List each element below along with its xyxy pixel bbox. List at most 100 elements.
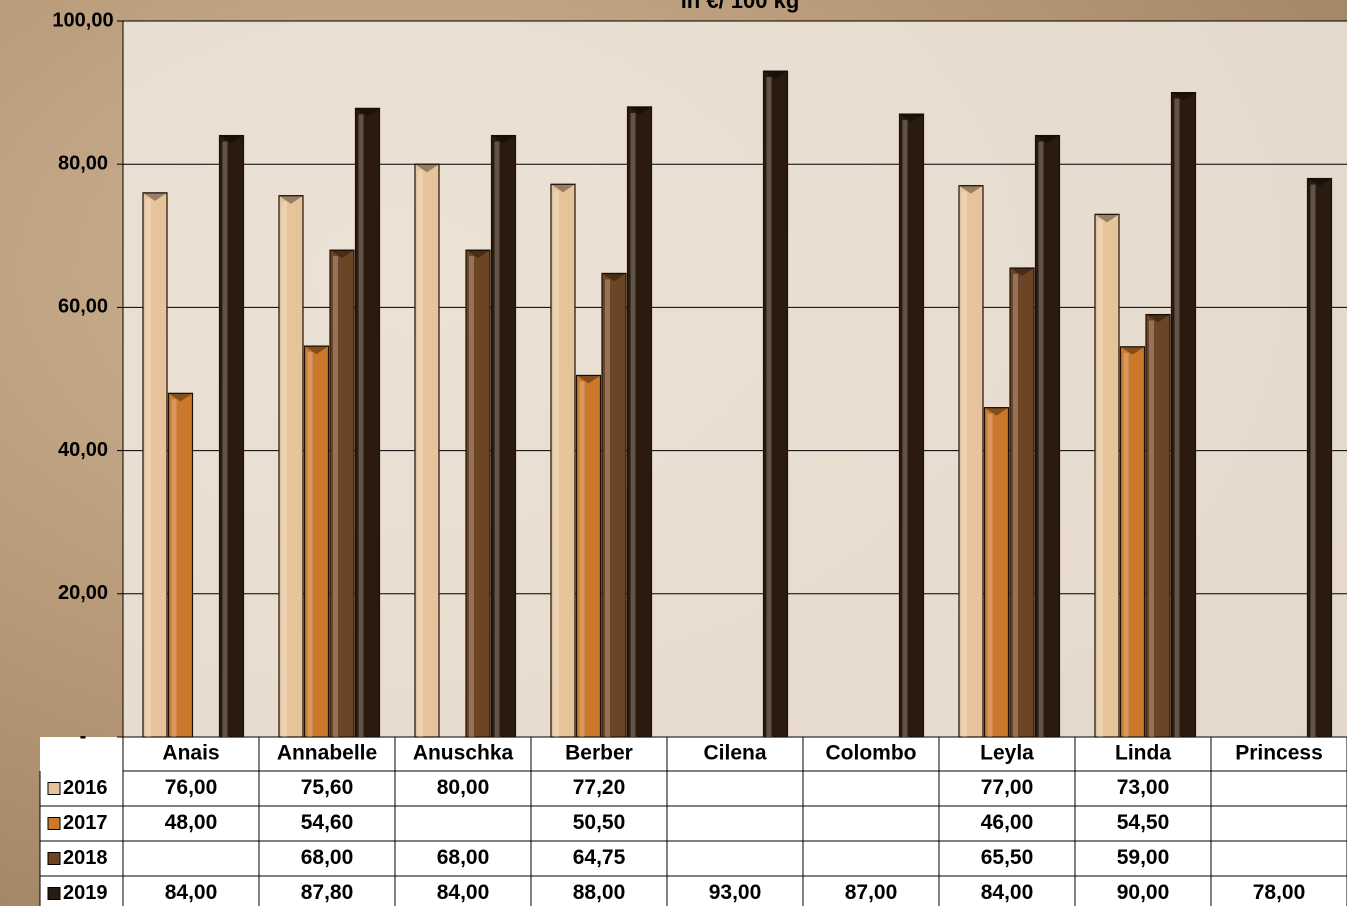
bar-cap — [1120, 346, 1145, 355]
bar — [414, 163, 440, 738]
bar-cap — [602, 273, 626, 282]
bar-body — [1094, 213, 1120, 738]
bar-body — [575, 374, 602, 738]
bar-body — [983, 407, 1010, 738]
bar — [983, 407, 1010, 738]
bar-body — [490, 134, 517, 738]
bar-cap — [219, 135, 244, 144]
x-tick-label: Anuschka — [413, 742, 514, 765]
bar-highlight — [766, 77, 772, 738]
bar-highlight — [987, 413, 993, 737]
bar — [575, 374, 602, 738]
bar-body — [414, 163, 440, 738]
x-tick-label: Annabelle — [277, 742, 377, 765]
bar — [1306, 177, 1333, 738]
table-value: 84,00 — [981, 881, 1034, 904]
bar-highlight — [418, 170, 423, 737]
table-value: 87,80 — [301, 881, 354, 904]
bar-body — [601, 272, 627, 738]
bar — [329, 249, 355, 738]
bar — [626, 106, 653, 738]
table-value: 73,00 — [1117, 776, 1170, 799]
x-tick-label: Cilena — [703, 742, 766, 765]
bar-highlight — [222, 141, 228, 737]
table-value: 84,00 — [437, 881, 490, 904]
bar-cap — [355, 108, 380, 117]
legend-swatch — [47, 852, 61, 865]
bar — [762, 70, 789, 738]
bar-body — [167, 392, 194, 738]
bar-cap — [279, 195, 303, 204]
bar-highlight — [333, 256, 338, 737]
bar — [1170, 91, 1197, 738]
bar-highlight — [1013, 274, 1018, 737]
bar — [1145, 313, 1171, 738]
bar-body — [354, 107, 381, 738]
bar-cap — [304, 346, 329, 355]
bar-highlight — [1174, 98, 1180, 738]
y-tick-label: 20,00 — [58, 582, 108, 604]
bar-body — [278, 195, 304, 738]
bar-body — [1170, 91, 1197, 738]
bar-cap — [143, 192, 167, 201]
legend-label: 2017 — [63, 812, 108, 834]
table-value: 54,50 — [1117, 811, 1170, 834]
table-value: 77,20 — [573, 776, 626, 799]
bar — [550, 183, 576, 738]
y-tick-label: 40,00 — [58, 439, 108, 461]
bar-highlight — [1038, 141, 1044, 737]
bar-highlight — [307, 352, 313, 737]
table-value: 68,00 — [437, 846, 490, 869]
bar-cap — [576, 375, 601, 384]
bar-body — [329, 249, 355, 738]
x-tick-label: Anais — [162, 742, 219, 765]
bar — [490, 134, 517, 738]
bar-highlight — [469, 256, 474, 737]
bar-highlight — [358, 114, 364, 738]
table-value: 64,75 — [573, 846, 626, 869]
x-tick-label: Colombo — [826, 742, 917, 765]
legend-swatch — [47, 782, 61, 795]
y-tick-label: - — [80, 725, 87, 747]
table-value: 87,00 — [845, 881, 898, 904]
bar — [958, 185, 984, 738]
bar-cap — [1146, 314, 1170, 323]
bar-cap — [627, 106, 652, 115]
x-tick-label: Leyla — [980, 742, 1034, 765]
table-value: 75,60 — [301, 776, 354, 799]
bar-cap — [899, 114, 924, 123]
legend-swatch — [47, 887, 61, 900]
bar-cap — [1307, 178, 1332, 187]
bar-cap — [415, 164, 439, 173]
table-value: 76,00 — [165, 776, 218, 799]
table-value: 93,00 — [709, 881, 762, 904]
y-tick-label: 100,00 — [52, 9, 113, 31]
bar-body — [1306, 177, 1333, 738]
bar-body — [898, 113, 925, 738]
bar-cap — [1095, 214, 1119, 223]
table-value: 90,00 — [1117, 881, 1170, 904]
bar-cap — [491, 135, 516, 144]
table-value: 59,00 — [1117, 846, 1170, 869]
bar-highlight — [1123, 352, 1129, 737]
bar-body — [465, 249, 491, 738]
bar — [167, 392, 194, 738]
bar-highlight — [146, 198, 151, 738]
bar — [142, 192, 168, 738]
bar-body — [218, 134, 245, 738]
x-tick-label: Berber — [565, 742, 633, 765]
bar-cap — [1035, 135, 1060, 144]
bar-cap — [466, 250, 490, 259]
bar-highlight — [1310, 184, 1316, 737]
table-value: 50,50 — [573, 811, 626, 834]
bar-cap — [763, 71, 788, 80]
legend-swatch — [47, 817, 61, 830]
bar — [218, 134, 245, 738]
bar-cap — [330, 250, 354, 259]
table-value: 54,60 — [301, 811, 354, 834]
table-value: 80,00 — [437, 776, 490, 799]
bar-highlight — [171, 399, 177, 737]
bar-highlight — [494, 141, 500, 737]
bar-highlight — [1098, 220, 1103, 737]
bar — [1119, 346, 1146, 738]
